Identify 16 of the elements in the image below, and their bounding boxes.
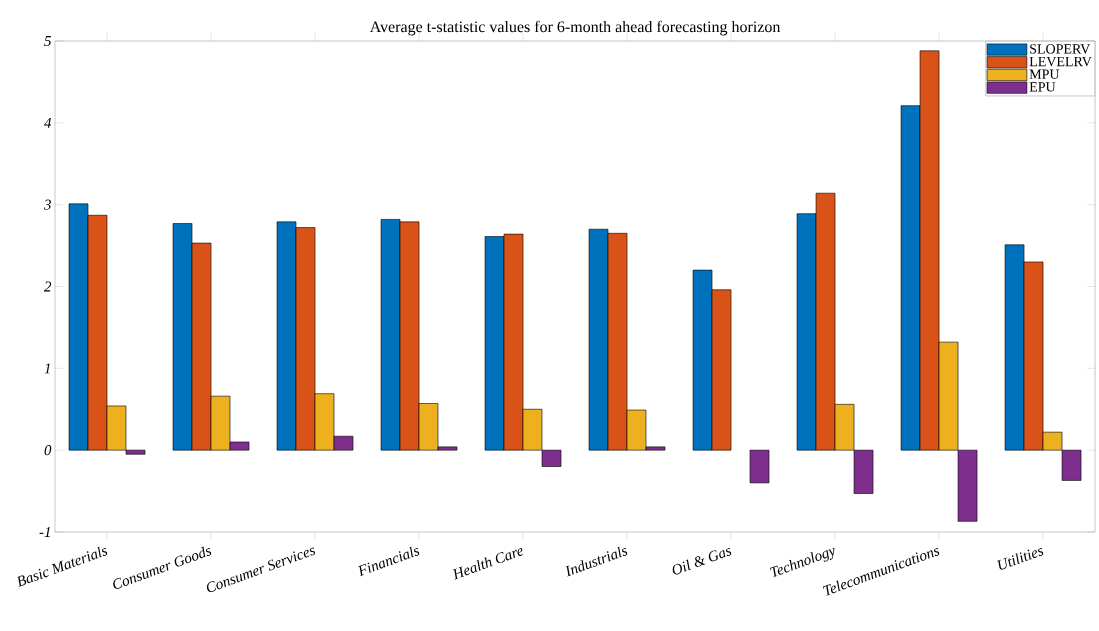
chart-title: Average t-statistic values for 6-month ahead forecasting horizon xyxy=(369,20,781,36)
x-tick-label: Utilities xyxy=(997,548,1044,570)
legend-label: SLOPERV xyxy=(1030,44,1091,54)
y-tick-label: 5 xyxy=(44,36,52,46)
legend-label: EPU xyxy=(1029,82,1056,92)
x-tick-label: Oil & Gas xyxy=(672,548,732,575)
y-tick-label: 0 xyxy=(44,445,52,456)
bar xyxy=(749,449,770,484)
x-tick-label: Health Care xyxy=(453,548,524,580)
legend-label: LEVELRV xyxy=(1029,56,1092,67)
y-tick-label: -1 xyxy=(39,527,50,537)
legend-label: MPU xyxy=(1029,69,1060,79)
y-tick-label: 4 xyxy=(44,117,52,128)
y-tick-label: 2 xyxy=(43,281,52,292)
y-tick-label: 1 xyxy=(44,363,50,374)
y-tick-label: 3 xyxy=(43,199,51,210)
